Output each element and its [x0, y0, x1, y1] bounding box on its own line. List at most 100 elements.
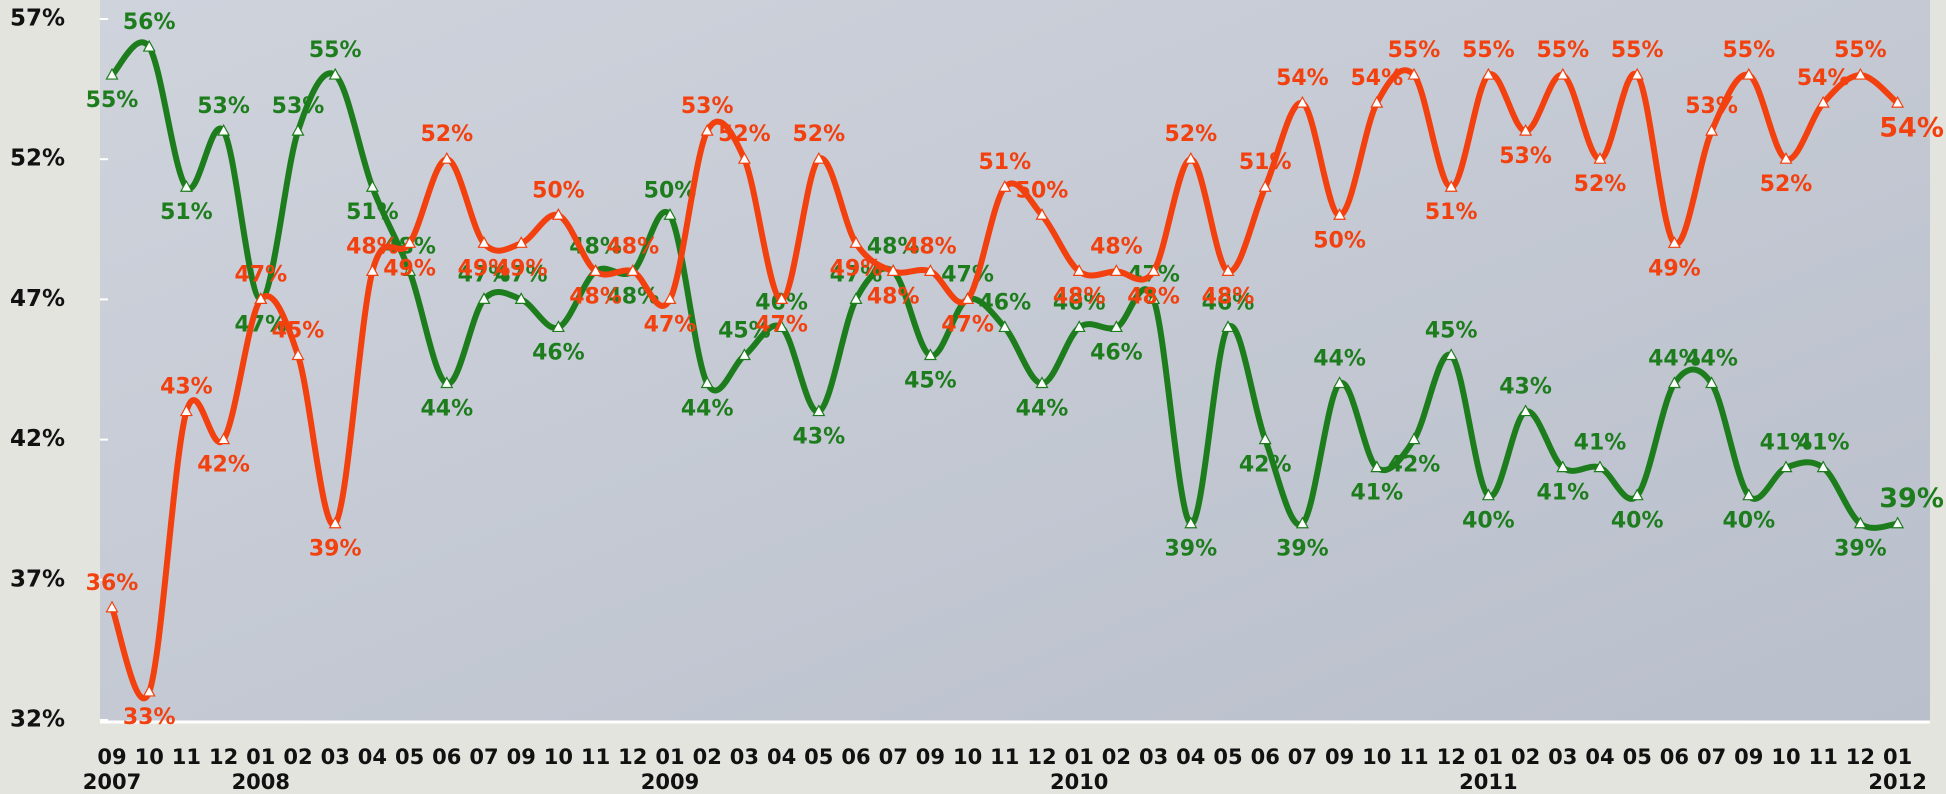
- x-tick-label: 10: [544, 745, 573, 769]
- data-label: 39%: [1879, 483, 1944, 514]
- x-tick-label: 02: [283, 745, 312, 769]
- data-label: 48%: [1127, 284, 1180, 309]
- x-tick-label: 06: [432, 745, 461, 769]
- data-label: 56%: [123, 10, 176, 35]
- data-label: 39%: [1834, 537, 1887, 562]
- x-tick-label: 05: [395, 745, 424, 769]
- x-tick-label: 04: [1585, 745, 1614, 769]
- x-tick-label: 12: [1027, 745, 1056, 769]
- data-label: 48%: [569, 284, 622, 309]
- y-tick-label: 52%: [10, 146, 65, 172]
- x-tick-label: 01: [1065, 745, 1094, 769]
- chart: 32%37%42%47%52%57%0920071011120120080203…: [0, 0, 1946, 794]
- data-label: 33%: [123, 705, 176, 730]
- y-tick-label: 42%: [10, 426, 65, 452]
- year-label: 2008: [232, 770, 290, 794]
- x-tick-label: 11: [581, 745, 610, 769]
- data-label: 44%: [420, 397, 473, 422]
- data-label: 55%: [1388, 38, 1441, 63]
- data-label: 43%: [792, 425, 845, 450]
- x-tick-label: 02: [1102, 745, 1131, 769]
- x-tick-label: 07: [1288, 745, 1317, 769]
- data-label: 47%: [234, 262, 287, 287]
- data-label: 52%: [718, 122, 771, 147]
- data-label: 51%: [1425, 200, 1478, 225]
- x-tick-label: 01: [1883, 745, 1912, 769]
- x-tick-label: 12: [1846, 745, 1875, 769]
- data-label: 40%: [1611, 509, 1664, 534]
- data-label: 55%: [1722, 38, 1775, 63]
- x-tick-label: 10: [135, 745, 164, 769]
- page: 32%37%42%47%52%57%0920071011120120080203…: [0, 0, 1946, 794]
- y-tick-label: 47%: [10, 286, 65, 312]
- y-tick-label: 37%: [10, 566, 65, 592]
- data-label: 45%: [904, 368, 957, 393]
- year-label: 2012: [1868, 770, 1926, 794]
- x-tick-label: 10: [1362, 745, 1391, 769]
- data-label: 48%: [606, 234, 659, 259]
- year-label: 2010: [1050, 770, 1108, 794]
- data-label: 55%: [1462, 38, 1515, 63]
- data-label: 50%: [1313, 228, 1366, 253]
- x-tick-label: 04: [767, 745, 796, 769]
- data-label: 43%: [160, 375, 213, 400]
- data-label: 40%: [1722, 509, 1775, 534]
- data-label: 42%: [197, 453, 250, 478]
- data-label: 52%: [1574, 172, 1627, 197]
- data-label: 53%: [1685, 94, 1738, 119]
- data-label: 55%: [1834, 38, 1887, 63]
- x-tick-label: 01: [246, 745, 275, 769]
- data-label: 44%: [1016, 397, 1069, 422]
- x-tick-label: 09: [1734, 745, 1763, 769]
- data-label: 41%: [1536, 481, 1589, 506]
- x-tick-label: 11: [1399, 745, 1428, 769]
- data-label: 50%: [532, 178, 585, 203]
- data-label: 39%: [309, 537, 362, 562]
- data-label: 50%: [1016, 178, 1069, 203]
- data-label: 51%: [160, 200, 213, 225]
- data-label: 46%: [532, 340, 585, 365]
- year-label: 2009: [641, 770, 699, 794]
- data-label: 40%: [1462, 509, 1515, 534]
- data-label: 52%: [1760, 172, 1813, 197]
- data-label: 48%: [867, 284, 920, 309]
- x-tick-label: 03: [321, 745, 350, 769]
- data-label: 44%: [681, 397, 734, 422]
- data-label: 53%: [681, 94, 734, 119]
- data-label: 48%: [1053, 284, 1106, 309]
- x-tick-label: 09: [97, 745, 126, 769]
- data-label: 44%: [1685, 347, 1738, 372]
- data-label: 51%: [346, 200, 399, 225]
- data-label: 53%: [1499, 144, 1552, 169]
- x-tick-label: 07: [469, 745, 498, 769]
- x-tick-label: 02: [693, 745, 722, 769]
- data-label: 48%: [904, 234, 957, 259]
- data-label: 41%: [1574, 431, 1627, 456]
- data-label: 52%: [792, 122, 845, 147]
- data-label: 51%: [978, 150, 1031, 175]
- data-label: 44%: [1313, 347, 1366, 372]
- data-label: 53%: [272, 94, 325, 119]
- y-tick-label: 57%: [10, 6, 65, 32]
- data-label: 49%: [383, 256, 436, 281]
- data-label: 39%: [1276, 537, 1329, 562]
- x-tick-label: 03: [1548, 745, 1577, 769]
- data-label: 52%: [1164, 122, 1217, 147]
- data-label: 43%: [1499, 375, 1552, 400]
- x-tick-label: 10: [1771, 745, 1800, 769]
- x-tick-label: 07: [1697, 745, 1726, 769]
- x-tick-label: 05: [804, 745, 833, 769]
- x-tick-label: 02: [1511, 745, 1540, 769]
- data-label: 53%: [197, 94, 250, 119]
- data-label: 51%: [1239, 150, 1292, 175]
- x-tick-label: 07: [879, 745, 908, 769]
- x-tick-label: 12: [1437, 745, 1466, 769]
- x-tick-label: 11: [172, 745, 201, 769]
- data-label: 47%: [644, 312, 697, 337]
- x-tick-label: 06: [1251, 745, 1280, 769]
- data-label: 54%: [1276, 66, 1329, 91]
- x-tick-label: 11: [1809, 745, 1838, 769]
- year-label: 2011: [1459, 770, 1517, 794]
- data-label: 41%: [1350, 481, 1403, 506]
- x-tick-label: 12: [209, 745, 238, 769]
